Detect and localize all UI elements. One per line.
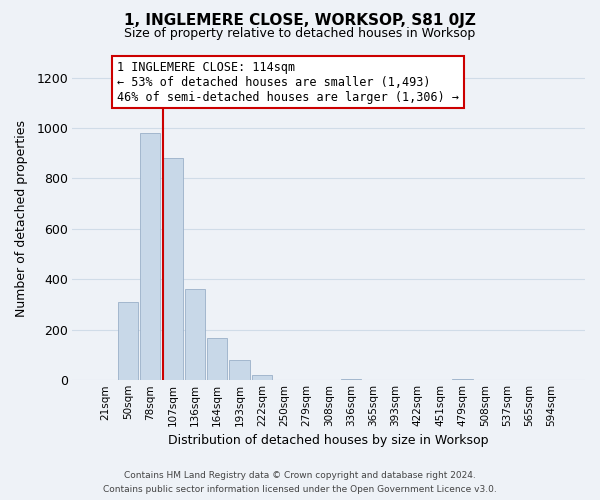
Bar [140, 133, 160, 380]
Text: Contains HM Land Registry data © Crown copyright and database right 2024.
Contai: Contains HM Land Registry data © Crown c… [103, 472, 497, 494]
Bar [229, 360, 250, 380]
Text: 1, INGLEMERE CLOSE, WORKSOP, S81 0JZ: 1, INGLEMERE CLOSE, WORKSOP, S81 0JZ [124, 12, 476, 28]
Bar [163, 158, 182, 380]
Bar [185, 289, 205, 380]
Bar [118, 302, 138, 380]
X-axis label: Distribution of detached houses by size in Worksop: Distribution of detached houses by size … [169, 434, 489, 448]
Bar [207, 338, 227, 380]
Text: Size of property relative to detached houses in Worksop: Size of property relative to detached ho… [124, 28, 476, 40]
Text: 1 INGLEMERE CLOSE: 114sqm
← 53% of detached houses are smaller (1,493)
46% of se: 1 INGLEMERE CLOSE: 114sqm ← 53% of detac… [117, 60, 459, 104]
Y-axis label: Number of detached properties: Number of detached properties [15, 120, 28, 317]
Bar [252, 375, 272, 380]
